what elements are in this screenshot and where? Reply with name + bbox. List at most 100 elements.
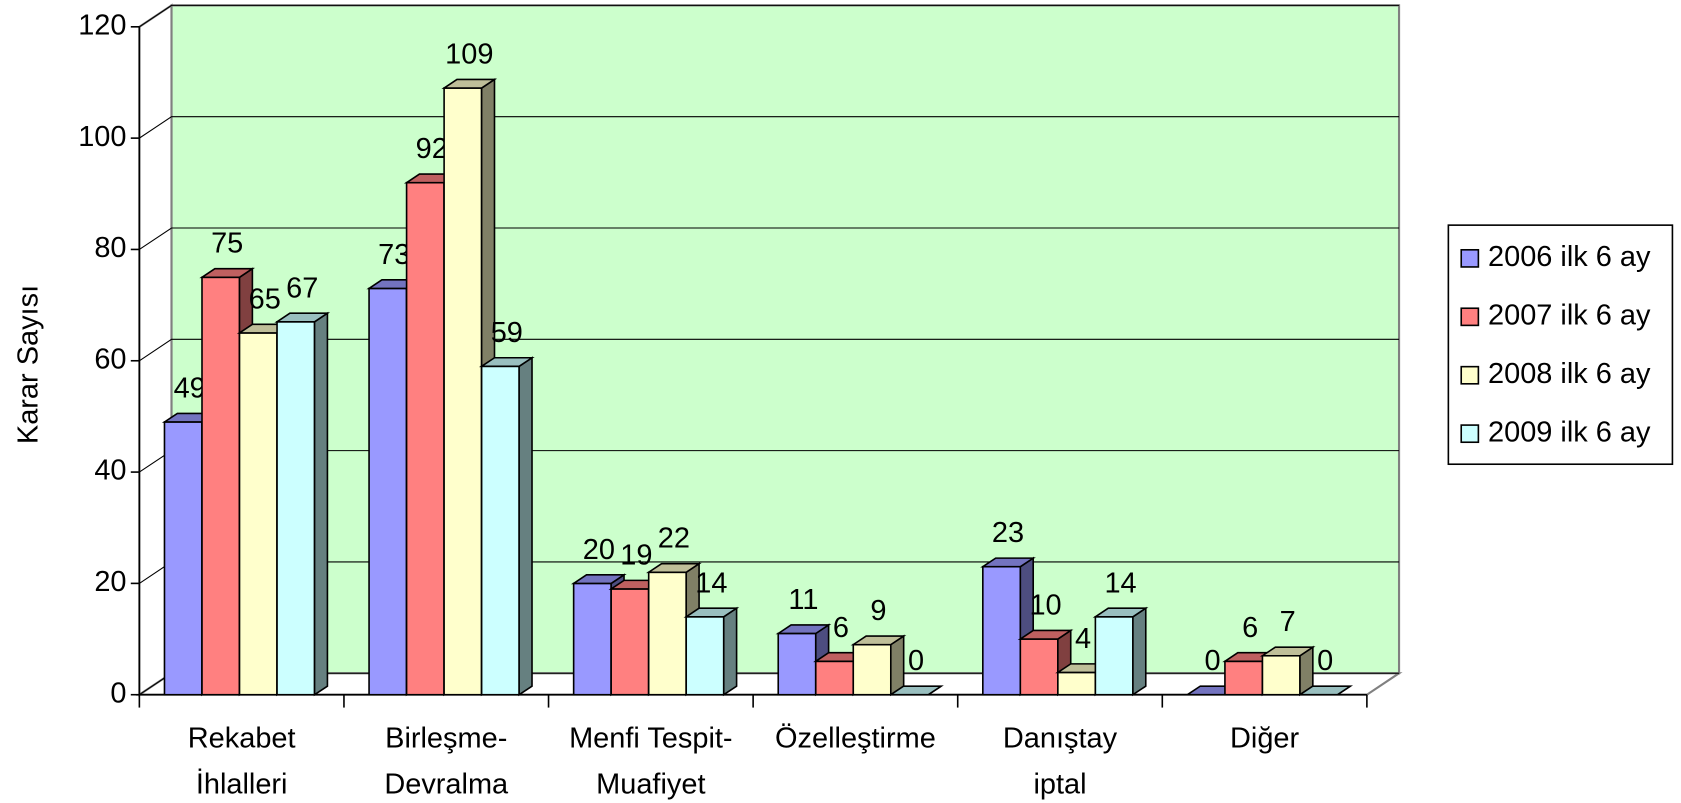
grid-line	[139, 4, 1400, 28]
bar-top	[1259, 646, 1316, 657]
y-tick-label: 100	[78, 121, 126, 153]
value-label: 14	[1104, 567, 1136, 599]
bar-side	[889, 634, 905, 697]
value-label: 0	[908, 645, 924, 677]
value-label: 67	[286, 272, 318, 304]
grid-line	[139, 116, 1400, 139]
legend-swatch	[1460, 365, 1480, 385]
bar-front	[647, 571, 688, 696]
legend-swatch	[1460, 307, 1480, 327]
bar-top	[646, 562, 702, 574]
value-label: 6	[833, 612, 849, 644]
bar-top	[199, 267, 256, 279]
bar-top	[274, 312, 331, 323]
bar-side	[518, 356, 533, 697]
x-tick-label: Birleşme-	[385, 722, 507, 754]
value-label: 0	[1205, 645, 1221, 677]
value-label: 9	[870, 595, 886, 627]
bar-front	[201, 276, 241, 696]
bar-top	[683, 607, 740, 618]
value-label: 49	[174, 372, 206, 404]
grid-line	[139, 338, 1400, 362]
bar-front	[276, 320, 316, 696]
bar	[850, 634, 907, 697]
bar	[683, 606, 740, 697]
x-tick-label: İhlalleri	[196, 767, 288, 800]
bar-side	[722, 606, 738, 697]
bar-front	[572, 582, 612, 696]
value-label: 109	[445, 39, 493, 71]
bar-front	[1094, 615, 1134, 696]
x-tick-label: Devralma	[384, 768, 509, 800]
value-label: 6	[1242, 612, 1258, 644]
bar	[1017, 628, 1074, 697]
bar	[1297, 685, 1354, 696]
bar-front	[368, 287, 408, 696]
x-tick-label: Rekabet	[188, 722, 296, 754]
bar-top	[441, 78, 498, 89]
bar-front	[1019, 638, 1059, 696]
legend-label: 2007 ilk 6 ay	[1488, 299, 1651, 331]
legend-swatch	[1460, 424, 1480, 444]
x-tick-label: Menfi Tespit-	[569, 722, 733, 754]
value-label: 92	[416, 133, 448, 165]
value-label: 65	[249, 283, 281, 315]
bar	[888, 685, 944, 696]
legend-label: 2009 ilk 6 ay	[1488, 416, 1651, 448]
value-label: 4	[1075, 623, 1091, 655]
x-tick-label: Özelleştirme	[775, 722, 936, 754]
bar-side	[1132, 606, 1147, 697]
bar-front	[982, 565, 1022, 696]
value-label: 20	[583, 534, 615, 566]
y-tick-label: 120	[78, 9, 126, 41]
bar-front	[163, 421, 203, 696]
legend-label: 2008 ilk 6 ay	[1488, 358, 1651, 390]
bar-top	[980, 557, 1036, 568]
bar-top	[1092, 607, 1149, 618]
x-tick-label: Diğer	[1230, 722, 1300, 754]
bar-front	[685, 615, 725, 696]
value-label: 14	[695, 567, 727, 599]
bar-front	[852, 643, 892, 696]
x-tick-label: iptal	[1033, 768, 1086, 800]
bar-top	[570, 574, 627, 585]
bar-top	[1017, 629, 1074, 640]
value-label: 59	[491, 317, 523, 349]
legend-swatch	[1460, 248, 1480, 268]
y-tick-label: 60	[94, 343, 126, 375]
value-label: 0	[1317, 645, 1333, 677]
bar-top	[775, 624, 832, 635]
bar-front	[480, 365, 520, 696]
value-label: 11	[788, 584, 818, 616]
legend-label: 2006 ilk 6 ay	[1488, 241, 1651, 273]
bar	[1259, 645, 1316, 697]
legend-box	[1447, 224, 1674, 466]
bar-front	[610, 588, 650, 696]
y-tick-label: 0	[110, 677, 126, 709]
bar	[1092, 606, 1149, 697]
bar-front	[1261, 654, 1301, 696]
grid-line	[139, 227, 1400, 250]
bar-top	[850, 635, 907, 646]
bar-front	[238, 332, 278, 696]
bar	[274, 311, 331, 697]
bar-side	[313, 311, 329, 697]
value-label: 19	[620, 539, 652, 571]
bar-front	[1224, 660, 1264, 696]
bar-top	[1297, 685, 1354, 696]
y-axis-label: Karar Sayısı	[13, 285, 45, 444]
value-label: 7	[1280, 606, 1296, 638]
bar-front	[405, 181, 445, 696]
value-label: 23	[992, 517, 1024, 549]
bar-top	[478, 356, 535, 368]
bar-front	[1057, 671, 1097, 696]
y-tick-label: 80	[94, 232, 126, 264]
value-label: 22	[658, 523, 690, 555]
x-tick-label: Danıştay	[1003, 722, 1118, 754]
x-tick-label: Muafiyet	[596, 768, 705, 800]
bar-front	[814, 660, 855, 696]
bar-top	[888, 685, 944, 696]
y-tick-label: 40	[94, 455, 126, 487]
bar	[478, 356, 535, 697]
